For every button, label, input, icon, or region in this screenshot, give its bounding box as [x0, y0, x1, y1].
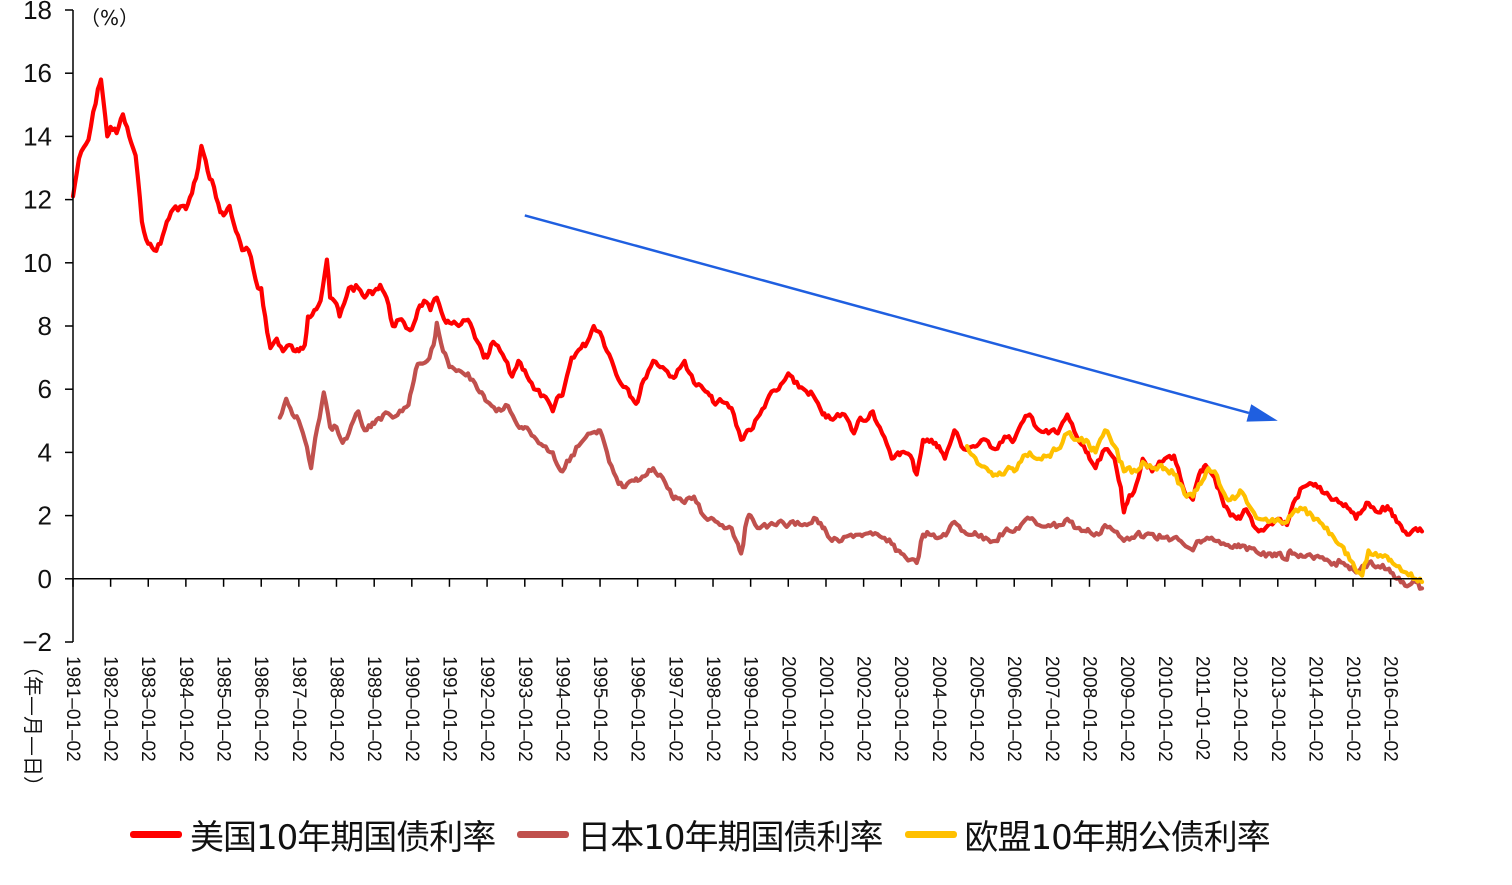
y-axis-unit-label: （%） [80, 6, 139, 30]
x-tick-label: 1982–01–02 [100, 656, 121, 762]
x-tick-label: 2005–01–02 [966, 656, 987, 762]
y-tick-label: 12 [23, 185, 52, 215]
trend-arrow-line [524, 214, 1250, 415]
axes: −2 0 2 4 6 8 10 12 14 16 18 1981–01–02 1982–01–02 198… [22, 0, 1422, 762]
series-line-1 [70, 77, 1425, 537]
y-tick-label: 8 [38, 311, 52, 341]
x-tick-label: 1991–01–02 [438, 656, 459, 762]
x-tick-label: 2016–01–02 [1380, 656, 1401, 762]
x-tick-label: 2010–01–02 [1154, 656, 1175, 762]
x-tick-label: 1994–01–02 [551, 656, 572, 762]
y-tick-label: 16 [23, 58, 52, 88]
x-tick-label: 1992–01–02 [476, 656, 497, 762]
x-tick-label: 1988–01–02 [326, 656, 347, 762]
trend-arrow-head [1246, 404, 1278, 422]
x-tick-label: 2014–01–02 [1304, 656, 1325, 762]
legend-label: 欧盟10年期公债利率 [964, 817, 1271, 858]
x-tick-label: 2008–01–02 [1079, 656, 1100, 762]
y-tick-label: 4 [38, 437, 52, 467]
series-lines [70, 77, 1425, 591]
x-tick-label: 1984–01–02 [175, 656, 196, 762]
legend-item-3: 欧盟10年期公债利率 [904, 810, 1271, 859]
y-tick-label: 2 [38, 501, 52, 531]
legend-label: 美国10年期国债利率 [190, 817, 496, 858]
annotations [524, 214, 1278, 422]
x-tick-label: 1998–01–02 [702, 656, 723, 762]
x-tick-label: 1996–01–02 [627, 656, 648, 762]
x-axis-unit-label: （年—月—日） [21, 656, 45, 796]
y-tick-label: 0 [38, 564, 52, 594]
x-tick-label: 1986–01–02 [250, 656, 271, 762]
x-tick-label: 2015–01–02 [1342, 656, 1363, 762]
x-tick-label: 2007–01–02 [1041, 656, 1062, 762]
x-tick-label: 1993–01–02 [514, 656, 535, 762]
legend-item-2: 日本10年期国债利率 [517, 810, 884, 859]
x-tick-label: 2002–01–02 [853, 656, 874, 762]
x-tick-label: 2009–01–02 [1116, 656, 1137, 762]
x-tick-label: 1989–01–02 [363, 656, 384, 762]
x-tick-label: 1981–01–02 [62, 656, 83, 762]
x-tick-label: 1990–01–02 [401, 656, 422, 762]
x-tick-label: 1985–01–02 [213, 656, 234, 762]
legend-swatch [517, 830, 570, 838]
x-tick-label: 2006–01–02 [1003, 656, 1024, 762]
y-tick-label: 6 [38, 374, 52, 404]
x-tick-label: 1987–01–02 [288, 656, 309, 762]
x-tick-label: 2001–01–02 [815, 656, 836, 762]
x-tick-label: 2013–01–02 [1267, 656, 1288, 762]
series-line-3 [964, 428, 1425, 585]
x-tick-label: 2011–01–02 [1191, 656, 1212, 760]
x-tick-label: 1983–01–02 [137, 656, 158, 762]
series-line-2 [277, 320, 1425, 591]
legend-swatch [904, 830, 957, 838]
x-tick-label: 2012–01–02 [1229, 656, 1250, 762]
legend-item-1: 美国10年期国债利率 [130, 810, 496, 859]
y-tick-label: 10 [23, 248, 52, 278]
x-tick-label: 2000–01–02 [777, 656, 798, 762]
legend-swatch [130, 830, 182, 838]
x-tick-label: 1995–01–02 [589, 656, 610, 762]
y-tick-label: −2 [22, 627, 52, 657]
legend: 美国10年期国债利率 日本10年期国债利率 欧盟10年期公债利率 [130, 808, 1292, 860]
legend-label: 日本10年期国债利率 [577, 817, 883, 858]
x-tick-label: 2003–01–02 [890, 656, 911, 762]
y-tick-label: 18 [23, 0, 52, 25]
x-tick-label: 2004–01–02 [928, 656, 949, 762]
y-tick-label: 14 [23, 121, 52, 151]
x-tick-label: 1999–01–02 [740, 656, 761, 762]
x-tick-label: 1997–01–02 [664, 656, 685, 762]
